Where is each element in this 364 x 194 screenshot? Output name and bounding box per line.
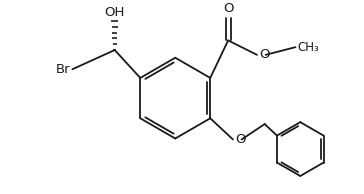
Text: CH₃: CH₃ (297, 41, 319, 54)
Text: OH: OH (104, 6, 125, 19)
Text: O: O (223, 2, 233, 15)
Text: O: O (259, 48, 269, 61)
Text: Br: Br (56, 63, 71, 76)
Text: O: O (235, 133, 245, 146)
